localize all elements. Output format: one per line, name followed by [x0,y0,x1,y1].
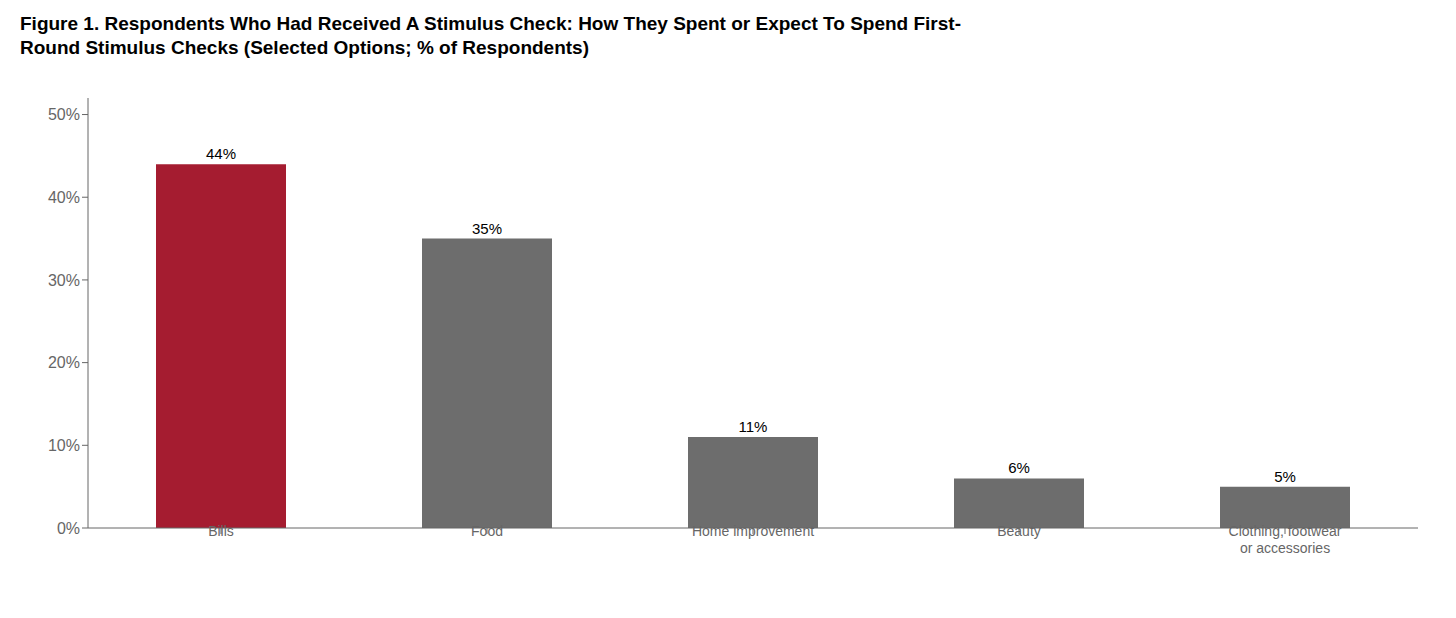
svg-text:11%: 11% [739,418,768,435]
svg-text:Clothing, footwearor accessori: Clothing, footwearor accessories [1229,523,1342,556]
svg-text:5%: 5% [1274,468,1296,485]
svg-text:Beauty: Beauty [997,523,1041,539]
svg-text:6%: 6% [1008,459,1030,476]
svg-text:Food: Food [471,523,503,539]
svg-text:30%: 30% [48,272,80,289]
svg-text:50%: 50% [48,106,80,123]
svg-text:20%: 20% [48,354,80,371]
svg-text:0%: 0% [57,520,80,537]
svg-text:44%: 44% [206,145,236,162]
html-text:Round Stimulus Checks (Selecte: Round Stimulus Checks (Selected Options;… [20,37,589,58]
svg-text:Home improvement: Home improvement [692,523,814,539]
html-text:Figure 1. Respondents Who Had: Figure 1. Respondents Who Had Received A… [20,13,961,34]
svg-text:Bills: Bills [208,523,234,539]
svg-text:40%: 40% [48,189,80,206]
svg-text:10%: 10% [48,437,80,454]
svg-text:35%: 35% [472,220,502,237]
